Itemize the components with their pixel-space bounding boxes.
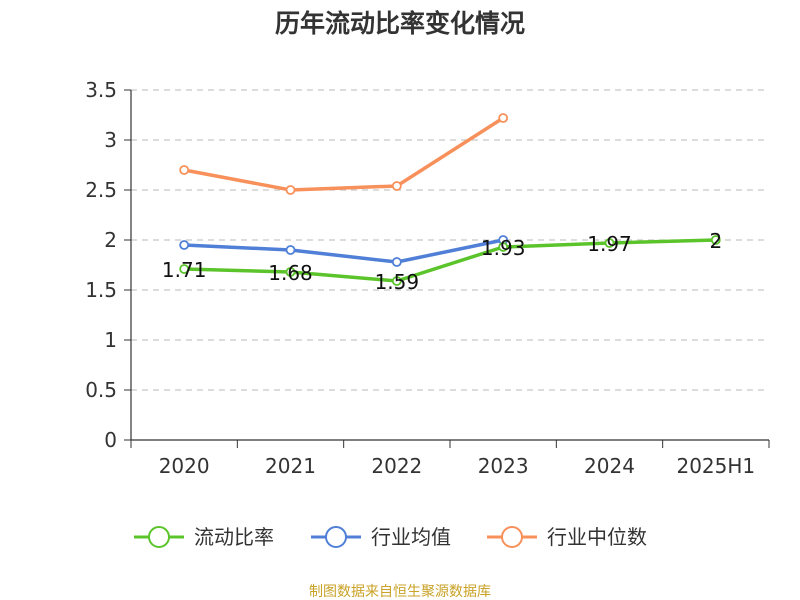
data-point — [285, 245, 296, 255]
data-point — [179, 264, 190, 274]
y-tick-label: 3.5 — [85, 78, 117, 102]
series-layer — [179, 113, 721, 286]
data-point — [391, 181, 402, 191]
data-label: 1.68 — [268, 261, 313, 285]
data-point — [604, 238, 615, 248]
x-tick-label: 2020 — [159, 454, 210, 478]
data-label: 1.97 — [587, 232, 632, 256]
x-tick-label: 2021 — [265, 454, 316, 478]
series-line — [183, 116, 505, 192]
y-tick-label: 0.5 — [85, 378, 117, 402]
legend-label: 流动比率 — [194, 525, 274, 549]
y-tick-label: 3 — [104, 128, 117, 152]
data-point — [285, 185, 296, 195]
data-point — [710, 235, 721, 245]
legend-label: 行业中位数 — [547, 525, 647, 549]
data-point — [179, 165, 190, 175]
data-point — [391, 276, 402, 286]
data-label: 2 — [709, 229, 722, 253]
legend-marker-icon — [148, 526, 170, 548]
y-tick-label: 1 — [104, 328, 117, 352]
axis-layer: 0 0.5 1 1.5 2 2.5 3 3.5 2020 2021 2022 2023 2024 2025… — [85, 78, 770, 478]
series-0 — [179, 235, 721, 286]
data-label: 1.93 — [481, 236, 526, 260]
legend-label: 行业均值 — [371, 525, 451, 549]
label-layer: 1.71 1.68 1.59 1.93 1.97 2 — [162, 229, 722, 294]
y-tick-label: 2 — [104, 228, 117, 252]
y-tick-label: 1.5 — [85, 278, 117, 302]
legend-item[interactable]: 行业中位数 — [487, 525, 647, 549]
x-tick-label: 2023 — [478, 454, 529, 478]
data-point — [179, 240, 190, 250]
legend: 流动比率 行业均值 行业中位数 — [134, 525, 647, 549]
data-point — [498, 242, 509, 252]
y-tick-label: 2.5 — [85, 178, 117, 202]
x-tick-label: 2022 — [371, 454, 422, 478]
data-label: 1.71 — [162, 258, 207, 282]
data-point — [391, 257, 402, 267]
data-label: 1.59 — [375, 270, 420, 294]
series-2 — [179, 113, 509, 195]
series-line — [184, 238, 504, 264]
legend-marker-icon — [501, 526, 523, 548]
data-point — [285, 267, 296, 277]
source-note: 制图数据来自恒生聚源数据库 — [309, 584, 491, 600]
x-tick-label: 2024 — [584, 454, 635, 478]
legend-item[interactable]: 行业均值 — [311, 525, 451, 549]
series-line — [184, 238, 716, 283]
legend-marker-icon — [325, 526, 347, 548]
x-tick-label: 2025H1 — [676, 454, 755, 478]
legend-item[interactable]: 流动比率 — [134, 525, 274, 549]
data-point — [498, 113, 509, 123]
y-tick-label: 0 — [104, 428, 117, 452]
chart-title: 历年流动比率变化情况 — [275, 9, 525, 38]
